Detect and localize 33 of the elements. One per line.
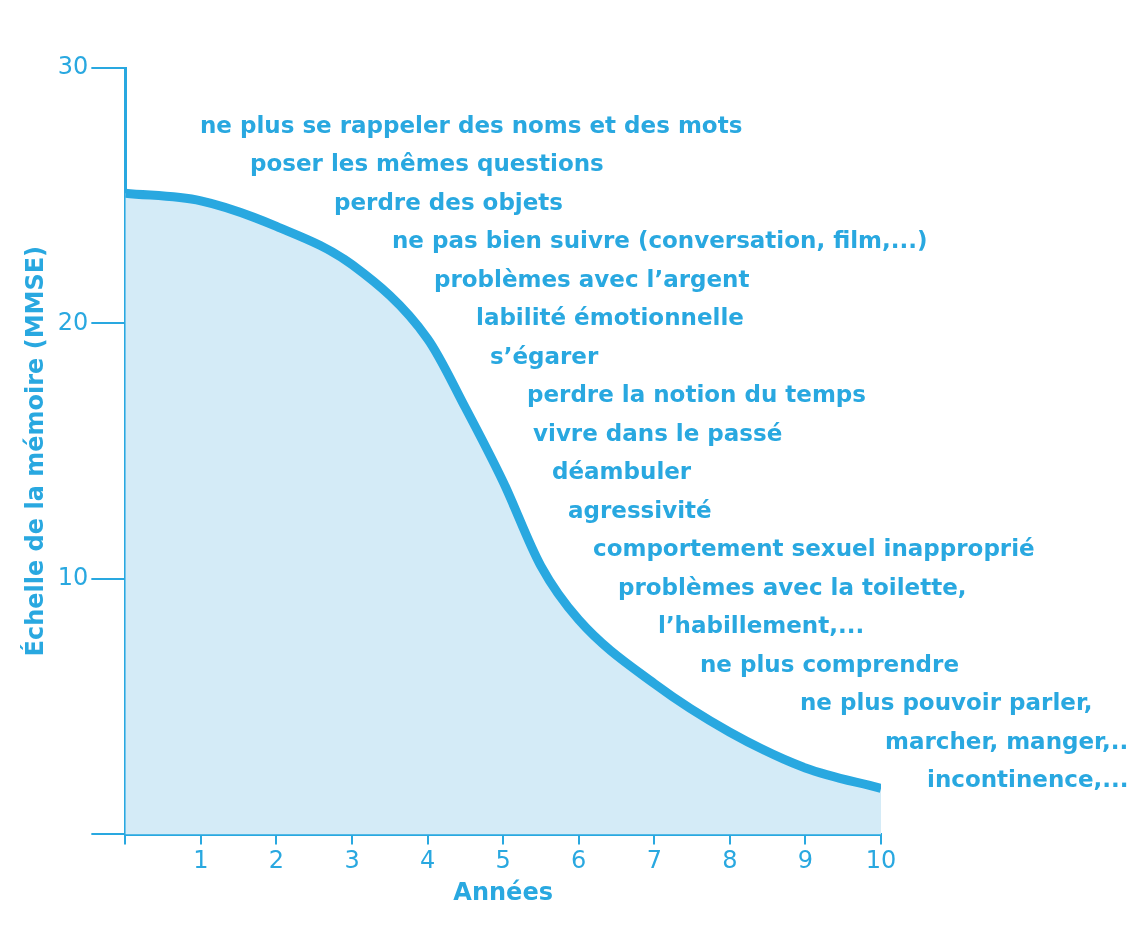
y-tick-label: 30 [57, 52, 89, 81]
annotation: s’égarer [490, 342, 599, 369]
x-tick-label: 1 [193, 846, 209, 875]
annotation: ne pas bien suivre (conversation, film,...) [392, 227, 928, 254]
annotation: vivre dans le passé [533, 419, 783, 446]
x-axis-title: Années [453, 877, 553, 906]
annotation: ne plus pouvoir parler, [800, 689, 1093, 716]
annotation: agressivité [568, 496, 712, 523]
x-tick-label: 10 [865, 846, 897, 875]
annotation: problèmes avec l’argent [434, 265, 750, 292]
x-tick-label: 4 [419, 846, 436, 875]
annotation: problèmes avec la toilette, [618, 573, 967, 600]
text: marcher, manger,.. [885, 727, 1129, 754]
annotation: déambuler [552, 458, 692, 485]
y-tick-label: 20 [57, 307, 89, 336]
x-tick-label: 5 [495, 846, 511, 875]
annotation: l’habillement,... [658, 612, 865, 639]
annotation: perdre la notion du temps [527, 381, 867, 408]
annotation: labilité émotionnelle [476, 304, 744, 331]
annotation: comportement sexuel inapproprié [593, 535, 1035, 562]
annotation: ne plus se rappeler des noms et des mots [200, 111, 743, 138]
annotation: ne plus comprendre [700, 650, 959, 677]
text: incontinence,... [927, 766, 1129, 793]
y-axis-title: Échelle de la mémoire (MMSE) [19, 245, 49, 657]
x-tick-label: 9 [797, 846, 814, 875]
x-tick-label: 3 [344, 846, 360, 875]
x-tick-label: 2 [268, 846, 285, 875]
x-tick-label: 8 [722, 846, 738, 875]
annotation: poser les mêmes questions [250, 150, 604, 177]
x-tick-label: 6 [571, 846, 587, 875]
x-tick-label: 7 [646, 846, 662, 875]
annotation: perdre des objets [334, 188, 564, 215]
y-tick-label: 10 [57, 563, 89, 592]
